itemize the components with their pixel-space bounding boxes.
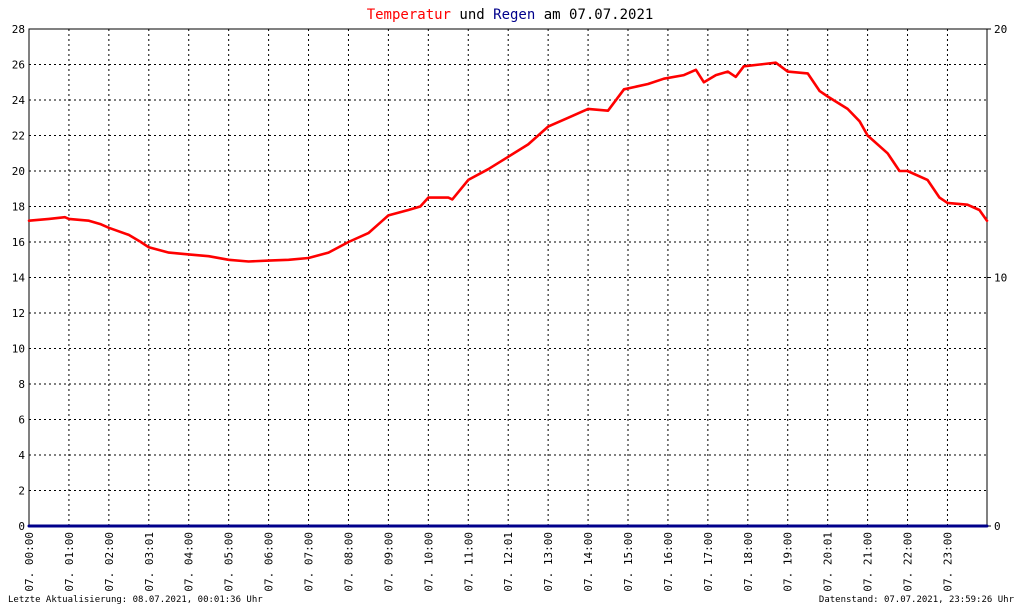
y-tick-left: 26 — [12, 59, 25, 72]
x-tick-label: 07. 16:00 — [662, 532, 675, 592]
title-regen: Regen — [493, 7, 535, 23]
x-tick-label: 07. 10:00 — [422, 532, 435, 592]
x-tick-label: 07. 23:00 — [941, 532, 954, 592]
y-tick-right: 0 — [994, 520, 1001, 533]
y-tick-left: 20 — [12, 165, 25, 178]
chart-title: Temperatur und Regen am 07.07.2021 — [367, 7, 654, 23]
x-tick-label: 07. 08:00 — [342, 532, 355, 592]
footer-last-update: Letzte Aktualisierung: 08.07.2021, 00:01… — [8, 595, 263, 605]
y-tick-left: 28 — [12, 23, 25, 36]
grid — [29, 29, 987, 526]
x-tick-label: 07. 18:00 — [742, 532, 755, 592]
y-tick-left: 22 — [12, 130, 25, 143]
plot-frame — [28, 28, 988, 527]
y-tick-left: 4 — [18, 449, 25, 462]
y-tick-right: 10 — [994, 272, 1007, 285]
x-tick-label: 07. 02:00 — [103, 532, 116, 592]
x-tick-label: 07. 03:01 — [143, 532, 156, 592]
y-tick-left: 6 — [18, 414, 25, 427]
x-tick-label: 07. 04:00 — [183, 532, 196, 592]
footer-data-status: Datenstand: 07.07.2021, 23:59:26 Uhr — [819, 595, 1015, 605]
y-tick-left: 8 — [18, 378, 25, 391]
x-tick-label: 07. 05:00 — [223, 532, 236, 592]
x-tick-label: 07. 07:00 — [303, 532, 316, 592]
y-tick-left: 16 — [12, 236, 25, 249]
y-tick-left: 18 — [12, 201, 25, 214]
x-tick-label: 07. 11:00 — [462, 532, 475, 592]
title-und: und — [451, 7, 493, 23]
x-axis: 07. 00:00 07. 01:00 07. 02:00 07. 03:01 07. … — [23, 532, 954, 592]
series-line-temperatur — [27, 61, 989, 263]
x-tick-label: 07. 20:01 — [822, 532, 835, 592]
x-tick-label: 07. 19:00 — [782, 532, 795, 592]
y-tick-right: 20 — [994, 23, 1007, 36]
y-tick-left: 24 — [12, 94, 26, 107]
x-tick-label: 07. 06:00 — [263, 532, 276, 592]
y-tick-left: 2 — [18, 485, 25, 498]
x-tick-label: 07. 21:00 — [862, 532, 875, 592]
title-date: am 07.07.2021 — [535, 7, 653, 23]
x-tick-label: 07. 14:00 — [582, 532, 595, 592]
x-tick-label: 07. 12:01 — [502, 532, 515, 592]
y-tick-left: 10 — [12, 343, 25, 356]
series-layer — [27, 61, 989, 528]
title-temperature: Temperatur — [367, 7, 451, 23]
y-tick-left: 0 — [18, 520, 25, 533]
x-tick-label: 07. 13:00 — [542, 532, 555, 592]
x-tick-label: 07. 15:00 — [622, 532, 635, 592]
y-tick-left: 14 — [12, 272, 26, 285]
y-tick-left: 12 — [12, 307, 25, 320]
x-tick-label: 07. 09:00 — [382, 532, 395, 592]
y-axis-right: 0 10 20 — [987, 23, 1007, 533]
x-tick-label: 07. 17:00 — [702, 532, 715, 592]
x-tick-label: 07. 22:00 — [902, 532, 915, 592]
x-tick-label: 07. 01:00 — [63, 532, 76, 592]
x-tick-label: 07. 00:00 — [23, 532, 36, 592]
